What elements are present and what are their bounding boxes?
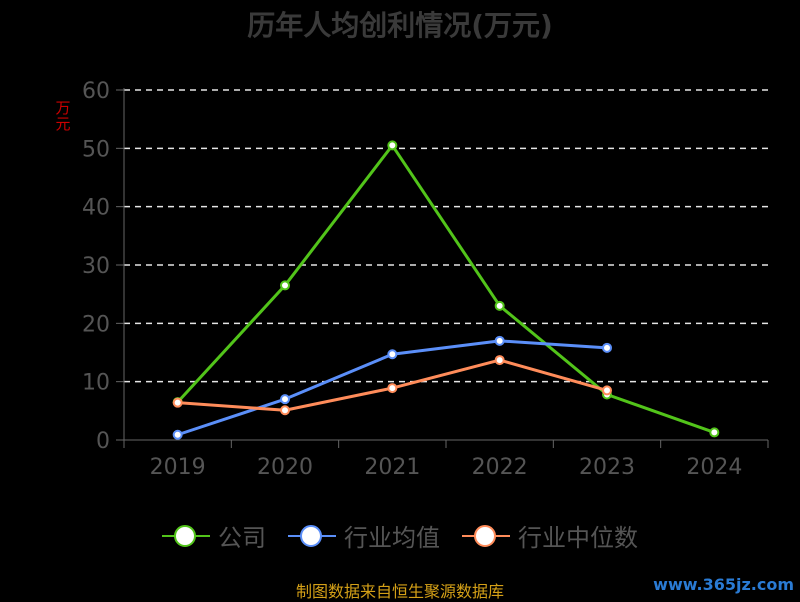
legend-swatch (288, 524, 336, 548)
y-tick-label: 0 (96, 429, 110, 454)
legend-item[interactable]: 行业均值 (288, 518, 440, 553)
data-point (280, 405, 290, 416)
source-note: 制图数据来自恒生聚源数据库 (295, 582, 504, 601)
data-point (602, 385, 612, 396)
y-tick-label: 40 (82, 196, 110, 221)
legend-label: 行业中位数 (518, 524, 638, 552)
y-tick-label: 50 (82, 137, 110, 162)
y-tick-label: 30 (82, 254, 110, 279)
watermark: www.365jz.com (653, 575, 794, 594)
data-point (172, 397, 183, 408)
legend-item[interactable]: 公司 (162, 518, 266, 553)
y-axis-unit-label: 万元 (55, 99, 71, 133)
chart-title: 历年人均创利情况(万元) (247, 9, 553, 42)
data-point (602, 342, 612, 353)
legend-swatch (162, 524, 210, 548)
data-point (709, 427, 720, 438)
x-tick-label: 2019 (150, 455, 206, 480)
legend-label: 行业均值 (344, 524, 440, 552)
x-tick-label: 2022 (472, 455, 528, 480)
data-point (387, 383, 398, 394)
grid-lines (124, 89, 768, 383)
axes: 0 10 20 30 40 50 60 2019 2020 2021 2022 2023 2024 (82, 79, 769, 480)
y-tick-label: 60 (82, 79, 110, 104)
data-point (172, 429, 183, 440)
legend-item[interactable]: 行业中位数 (462, 518, 638, 553)
data-point (387, 349, 398, 360)
y-tick-label: 20 (82, 312, 110, 337)
legend: 公司 行业均值 行业中位数 (0, 518, 800, 553)
data-point (494, 355, 505, 366)
y-tick-label: 10 (82, 371, 110, 396)
series-line-0 (176, 143, 715, 434)
x-tick-label: 2020 (257, 455, 313, 480)
data-point (280, 280, 290, 291)
series-lines (172, 140, 720, 440)
data-point (387, 140, 398, 151)
x-tick-label: 2021 (364, 455, 420, 480)
data-point (494, 300, 505, 311)
x-tick-label: 2024 (686, 455, 742, 480)
legend-swatch (462, 524, 510, 548)
x-tick-label: 2023 (579, 455, 635, 480)
legend-label: 公司 (218, 524, 266, 552)
data-point (280, 394, 290, 405)
data-point (494, 335, 505, 346)
